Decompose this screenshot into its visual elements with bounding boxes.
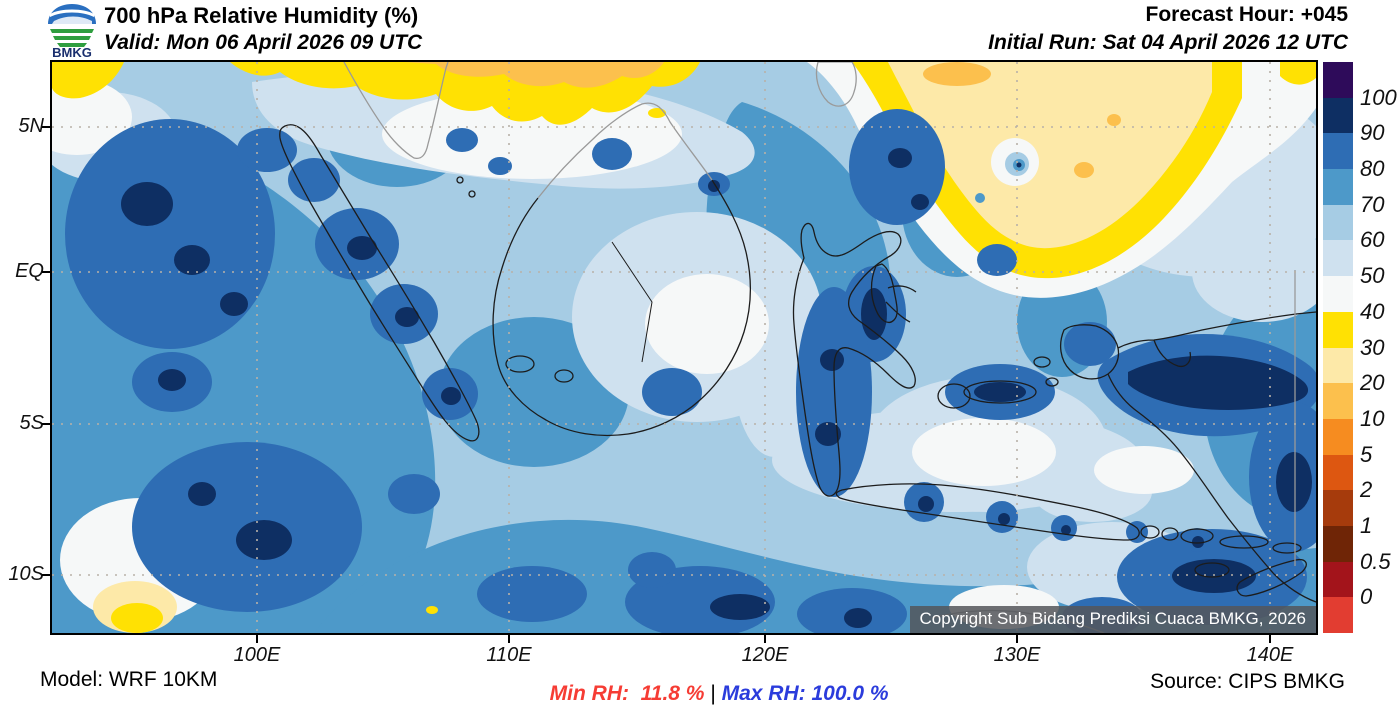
initial-run-label: Initial Run: Sat 04 April 2026 12 UTC (988, 31, 1348, 54)
colorbar-tick-label: 20 (1360, 370, 1385, 396)
coastlines-indonesia (279, 124, 1316, 603)
colorbar-tick-label: 50 (1360, 263, 1385, 289)
coastline-sumatra (279, 124, 480, 442)
coastline-bangka (505, 355, 535, 373)
colorbar-segment (1323, 311, 1353, 348)
minmax-rh-label: Min RH: 11.8 % | Max RH: 100.0 % (538, 658, 889, 706)
humidity-field-svg (52, 62, 1316, 633)
rh-90-100-layer (121, 148, 1312, 628)
lat-tick-label: EQ (15, 260, 44, 282)
colorbar-tick-label: 100 (1360, 84, 1397, 110)
coastline-sulawesi (792, 222, 916, 497)
lat-tick-mark (42, 423, 50, 425)
coastline-raja-ampat (1033, 356, 1051, 368)
coastline-riau-islands (456, 176, 464, 184)
lon-tick-label: 100E (233, 644, 281, 666)
lat-tick-label: 10S (8, 563, 44, 585)
lon-tick-mark (508, 635, 510, 643)
model-label: Model: WRF 10KM (40, 668, 218, 691)
coastline-sumbawa (1180, 528, 1214, 544)
coastline-halmahera (870, 263, 917, 324)
colorbar-tick-label: 30 (1360, 334, 1385, 360)
colorbar-segment (1323, 490, 1353, 526)
humidity-map: Copyright Sub Bidang Prediksi Cuaca BMKG… (50, 60, 1318, 635)
colorbar-tick-label: 80 (1360, 156, 1385, 182)
lon-tick-mark (1269, 635, 1271, 643)
colorbar-tick-label: 5 (1360, 441, 1373, 467)
colorbar-tick-label: 0.5 (1360, 548, 1391, 574)
colorbar (1323, 62, 1353, 633)
coastline-java (835, 483, 1140, 541)
coastline-buru (937, 383, 971, 409)
colorbar-tick-label: 60 (1360, 227, 1385, 253)
colorbar-tick-label: 1 (1360, 512, 1373, 538)
coastline-lombok (1161, 527, 1179, 541)
coastline-seram (963, 380, 1037, 404)
coastline-kalimantan (492, 179, 751, 437)
colorbar-tick-label: 40 (1360, 298, 1385, 324)
colorbar-segment (1323, 383, 1353, 419)
colorbar-tick-label: 70 (1360, 191, 1385, 217)
border-kalimantan-provinces (611, 241, 653, 363)
colorbar-segment (1323, 240, 1353, 277)
lon-tick-label: 130E (993, 644, 1041, 666)
lat-tick-mark (42, 574, 50, 576)
colorbar-segment (1323, 97, 1353, 134)
colorbar-segment (1323, 418, 1353, 455)
colorbar-segment (1323, 347, 1353, 384)
colorbar-segment (1323, 169, 1353, 205)
lat-tick-mark (42, 271, 50, 273)
coastline-belitung (554, 369, 574, 383)
coastline-flores (1219, 535, 1269, 549)
lon-tick-label: 140E (1246, 644, 1294, 666)
bmkg-logo: BMKG (44, 2, 100, 58)
lon-tick-mark (1016, 635, 1018, 643)
lat-tick-label: 5S (19, 412, 44, 434)
colorbar-tick-label: 90 (1360, 120, 1385, 146)
coastline-alor (1272, 542, 1302, 554)
bmkg-logo-text: BMKG (52, 45, 92, 58)
lon-tick-label: 110E (486, 644, 532, 666)
colorbar-labels: 100 90 80 70 60 50 40 30 20 10 5 2 1 0.5 0 (1360, 62, 1400, 633)
colorbar-tick-label: 10 (1360, 405, 1385, 431)
lon-tick-mark (764, 635, 766, 643)
coastline-mindanao (815, 62, 857, 107)
coastline-malay-peninsula (343, 62, 449, 160)
colorbar-tick-label: 2 (1360, 477, 1373, 503)
min-rh-value: Min RH: 11.8 % (549, 682, 705, 705)
page-title: 700 hPa Relative Humidity (%) (104, 3, 419, 28)
coastline-timor (1236, 558, 1307, 597)
lon-tick-mark (256, 635, 258, 643)
coastline-papua (1059, 311, 1316, 603)
coastline-bali (1140, 525, 1160, 539)
rh-dry-layer (52, 62, 1316, 633)
colorbar-segment (1323, 525, 1353, 562)
colorbar-segment (1323, 204, 1353, 241)
colorbar-segment (1323, 133, 1353, 170)
lat-tick-mark (42, 126, 50, 128)
colorbar-tick-label: 0 (1360, 584, 1373, 610)
max-rh-value: Max RH: 100.0 % (721, 682, 889, 705)
colorbar-segment (1323, 597, 1353, 633)
copyright-overlay: Copyright Sub Bidang Prediksi Cuaca BMKG… (909, 606, 1316, 633)
minmax-separator: | (704, 682, 722, 705)
valid-time-label: Valid: Mon 06 April 2026 09 UTC (104, 31, 423, 54)
bmkg-logo-graphic: BMKG (48, 4, 96, 58)
colorbar-segment (1323, 561, 1353, 598)
lat-tick-label: 5N (18, 115, 44, 137)
graticule (52, 62, 1316, 633)
source-label: Source: CIPS BMKG (1150, 670, 1345, 693)
forecast-hour-label: Forecast Hour: +045 (1145, 3, 1349, 26)
colorbar-segment (1323, 454, 1353, 491)
colorbar-segment (1323, 276, 1353, 312)
coastline-misool (1045, 377, 1059, 387)
lon-tick-label: 120E (741, 644, 789, 666)
coastline-riau-islands2 (468, 190, 476, 198)
coastline-north-borneo (537, 102, 713, 199)
coastline-sumba (1194, 562, 1230, 578)
colorbar-segment (1323, 62, 1353, 98)
